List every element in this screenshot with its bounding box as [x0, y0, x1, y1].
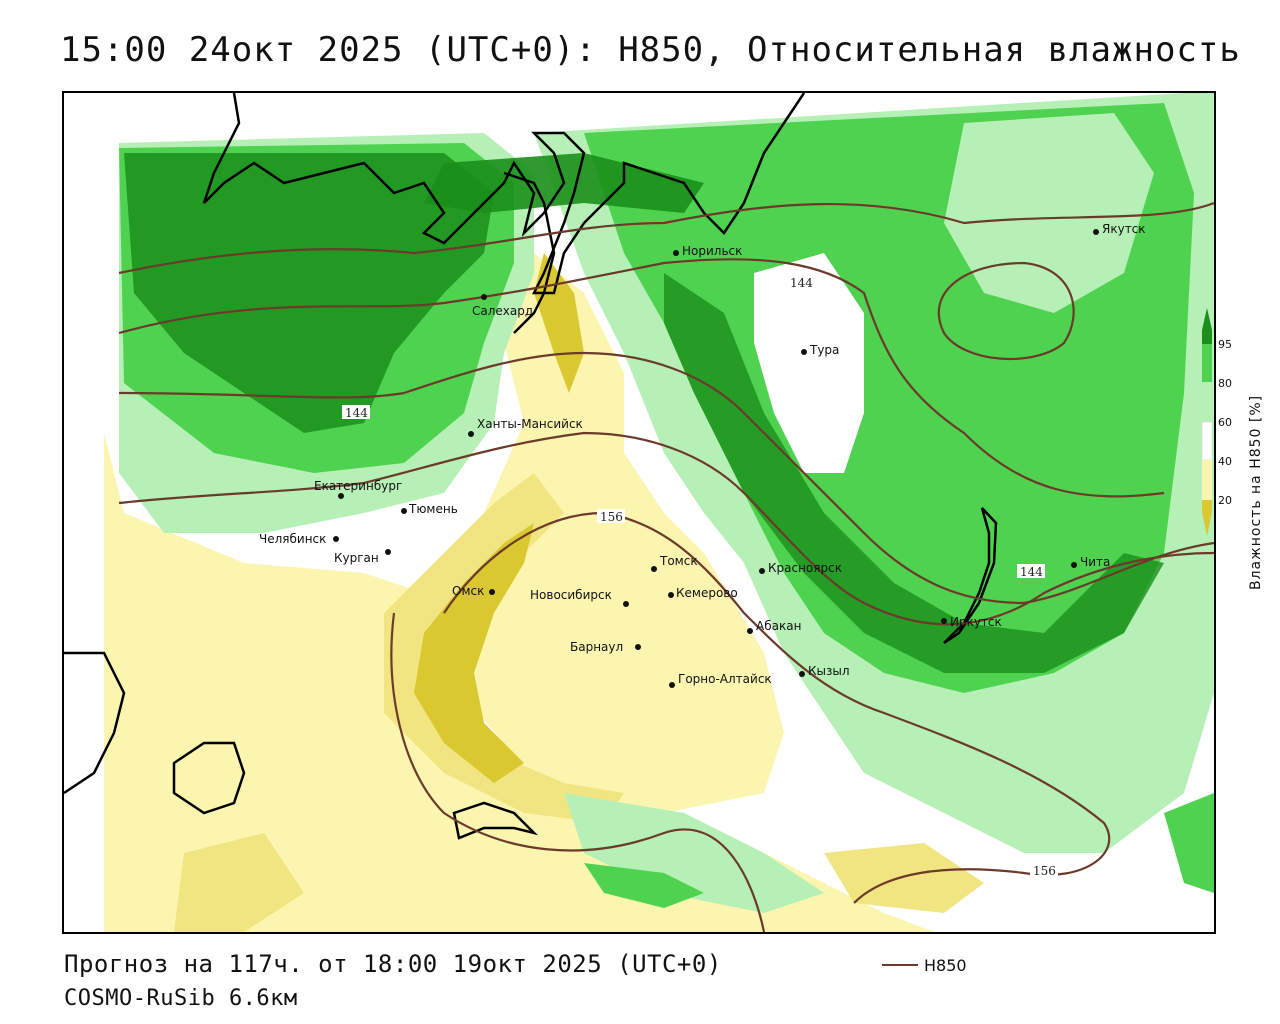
city-marker	[333, 536, 339, 542]
city-marker	[481, 294, 487, 300]
h850-contour-line	[118, 258, 1165, 498]
contour-line-legend-label: H850	[924, 955, 967, 975]
moist-patch-south	[564, 793, 824, 913]
city-marker	[941, 618, 947, 624]
colorbar-tick: 95	[1218, 338, 1232, 351]
colorbar-tick: 60	[1218, 416, 1232, 429]
city-label: Барнаул	[570, 640, 623, 654]
city-label: Иркутск	[950, 615, 1002, 629]
city-label: Тура	[809, 343, 839, 357]
moist-area-dark-west	[124, 153, 494, 433]
city-marker	[759, 568, 765, 574]
dry-area-dark	[414, 523, 534, 783]
city-marker	[651, 566, 657, 572]
map-canvas: 144 144 144 156 156 Якутск Норильск Сале…	[64, 93, 1214, 932]
city-label: Новосибирск	[530, 588, 612, 602]
colorbar-segment	[1202, 460, 1212, 500]
city-label: Якутск	[1102, 222, 1146, 236]
humidity-map[interactable]: 144 144 144 156 156 Якутск Норильск Сале…	[62, 91, 1216, 934]
contour-labels: 144 144 144 156 156	[342, 275, 1058, 878]
page-title: 15:00 24окт 2025 (UTC+0): H850, Относите…	[60, 30, 1241, 70]
city-label: Кызыл	[808, 664, 850, 678]
contour-label: 144	[1020, 565, 1043, 579]
colorbar-tick: 20	[1218, 494, 1232, 507]
h850-contour-line	[390, 612, 766, 932]
city-marker	[1093, 229, 1099, 235]
colorbar-tick: 40	[1218, 455, 1232, 468]
city-marker	[669, 682, 675, 688]
city-label: Омск	[452, 584, 484, 598]
city-label: Абакан	[756, 619, 801, 633]
model-name: COSMO-RuSib 6.6км	[64, 986, 298, 1011]
forecast-info: Прогноз на 117ч. от 18:00 19окт 2025 (UT…	[64, 950, 722, 978]
city-marker	[385, 549, 391, 555]
contour-label: 144	[790, 276, 813, 290]
moist-patch-south-green	[584, 863, 704, 908]
city-marker	[801, 349, 807, 355]
city-marker	[1071, 562, 1077, 568]
city-label: Ханты-Мансийск	[477, 417, 583, 431]
h850-contour-line	[118, 431, 1214, 626]
city-marker	[338, 493, 344, 499]
contour-label: 144	[345, 406, 368, 420]
city-marker	[468, 431, 474, 437]
city-marker	[747, 628, 753, 634]
city-label: Красноярск	[768, 561, 842, 575]
city-marker	[673, 250, 679, 256]
colorbar-arrow-bottom	[1202, 512, 1212, 536]
city-label: Норильск	[682, 244, 742, 258]
city-marker	[489, 589, 495, 595]
colorbar-segment	[1202, 382, 1212, 422]
moist-area-white-core	[754, 253, 864, 473]
colorbar-tick: 80	[1218, 377, 1232, 390]
city-marker	[668, 592, 674, 598]
city-label: Курган	[334, 551, 379, 565]
cities: Якутск Норильск Салехард Тура Ханты-Манс…	[259, 222, 1146, 688]
city-label: Чита	[1080, 555, 1110, 569]
contour-label: 156	[1033, 864, 1056, 878]
colorbar-segment	[1201, 421, 1213, 461]
colorbar-title: Влажность на H850 [%]	[1248, 394, 1264, 590]
moist-area-dark-band	[664, 273, 1164, 673]
city-label: Салехард	[472, 304, 533, 318]
coastline-baikal	[943, 507, 998, 645]
h850-contour-line	[118, 351, 1214, 605]
city-marker	[635, 644, 641, 650]
city-label: Екатеринбург	[314, 479, 402, 493]
city-label: Челябинск	[259, 532, 326, 546]
coastline-north	[202, 93, 806, 295]
dry-area-light	[104, 433, 934, 932]
colorbar-segment	[1202, 344, 1212, 382]
city-marker	[401, 508, 407, 514]
city-label: Горно-Алтайск	[678, 672, 772, 686]
moist-area-light-core	[944, 113, 1154, 313]
city-label: Томск	[659, 554, 698, 568]
h850-contour-line	[937, 261, 1075, 361]
contour-line-swatch	[882, 964, 918, 966]
colorbar-arrow-top	[1202, 308, 1212, 330]
h850-contour-line	[118, 201, 1214, 275]
contour-label: 156	[600, 510, 623, 524]
colorbar-segment	[1202, 500, 1212, 512]
contour-line-legend: H850	[882, 954, 967, 976]
dry-area-mid-south	[174, 833, 304, 932]
city-marker	[799, 671, 805, 677]
city-marker	[623, 601, 629, 607]
humidity-colorbar: 95 80 60 40 20	[1201, 308, 1232, 536]
coastline-aral	[172, 741, 246, 815]
city-label: Кемерово	[676, 586, 738, 600]
h850-contours	[118, 201, 1214, 932]
coastline-caspian	[64, 651, 126, 795]
coastline-balkhash	[452, 801, 539, 840]
coastline-yamal	[503, 171, 556, 334]
city-label: Тюмень	[408, 502, 458, 516]
colorbar-segment	[1202, 330, 1212, 344]
dry-area-light-2	[434, 253, 784, 813]
moist-patch-southeast	[1164, 793, 1214, 893]
